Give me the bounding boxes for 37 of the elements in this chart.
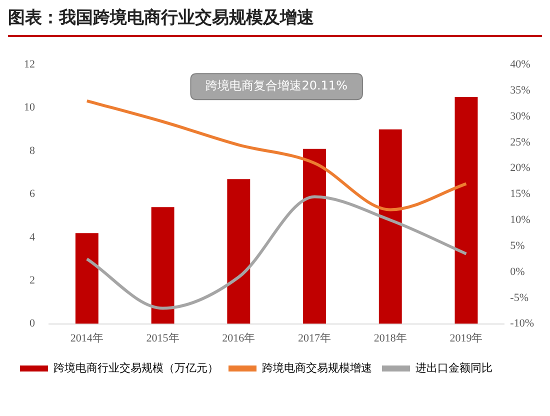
y2-tick-label: -10% (510, 318, 534, 330)
legend-label: 进出口金额同比 (416, 361, 492, 374)
bar (303, 148, 326, 324)
bar (75, 233, 98, 324)
annotation: 跨境电商复合增速20.11% (206, 78, 348, 93)
x-tick-label: 2019年 (450, 332, 483, 344)
chart-title: 图表：我国跨境电商行业交易规模及增速 (8, 6, 542, 37)
y2-tick-label: 40% (510, 58, 530, 70)
bar (227, 179, 250, 324)
y-tick-label: 0 (30, 318, 36, 330)
legend-label: 跨境电商交易规模增速 (262, 361, 372, 374)
y2-tick-label: -5% (510, 292, 528, 304)
y-tick-label: 10 (24, 102, 36, 114)
y2-tick-label: 10% (510, 214, 530, 226)
bar (454, 97, 478, 324)
x-tick-label: 2016年 (222, 332, 256, 344)
line-series (85, 99, 468, 212)
y2-tick-label: 30% (510, 110, 530, 122)
y2-tick-label: 0% (510, 266, 525, 278)
y2-tick-label: 20% (510, 162, 530, 174)
bar (151, 207, 174, 324)
y-tick-label: 4 (30, 231, 36, 244)
y2-tick-label: 5% (510, 240, 525, 252)
x-tick-label: 2018年 (374, 332, 407, 344)
y-tick-label: 6 (30, 188, 36, 200)
line-series (85, 195, 468, 310)
bar (378, 129, 402, 324)
y-tick-label: 12 (24, 58, 35, 70)
y2-tick-label: 35% (510, 84, 530, 96)
y2-tick-label: 15% (510, 188, 530, 200)
x-tick-label: 2014年 (70, 332, 104, 344)
y-tick-label: 8 (30, 144, 36, 157)
x-tick-label: 2017年 (298, 332, 332, 344)
y-tick-label: 2 (30, 274, 35, 286)
x-tick-label: 2015年 (146, 332, 180, 344)
legend-label: 跨境电商行业交易规模（万亿元） (54, 361, 218, 374)
y2-tick-label: 25% (510, 136, 530, 148)
